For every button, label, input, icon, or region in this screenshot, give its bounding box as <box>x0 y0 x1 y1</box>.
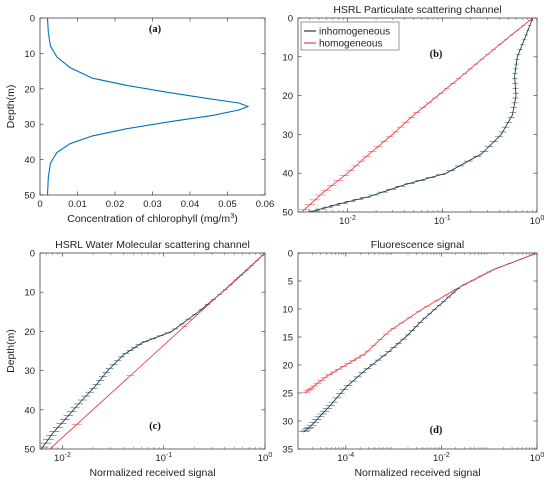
y-tick-label: 20 <box>282 91 293 102</box>
x-tick-label: 0 <box>37 199 42 210</box>
panel-c: 10-2 10-1 100 0 10 20 30 40 50 HSRL Water Molecul… <box>5 239 272 479</box>
y-tick-label: 15 <box>282 333 293 344</box>
y-tick-label: 0 <box>288 14 293 25</box>
y-tick-label: 10 <box>24 49 35 60</box>
y-tick-label: 25 <box>282 389 293 400</box>
y-tick-label: 40 <box>24 155 35 166</box>
panel-a: 0 0.01 0.02 0.03 0.04 0.05 0.06 0 10 20 30 40 50 (a) D… <box>5 14 274 226</box>
axes-frame <box>297 17 538 213</box>
panel-d: 10-4 10-2 100 0 5 10 15 20 25 30 35 Fluorescence si… <box>282 239 544 479</box>
y-tick-label: 0 <box>30 249 35 260</box>
x-tick-label: 100 <box>258 452 273 464</box>
legend-entry-homogeneous: homogeneous <box>319 39 382 50</box>
plot-area <box>46 18 249 195</box>
y-tick-label: 35 <box>282 445 293 456</box>
panel-title: HSRL Water Molecular scattering channel <box>55 239 250 251</box>
series-line-inhomogeneous <box>41 253 265 449</box>
y-tick-label: 20 <box>24 84 35 95</box>
x-tick-label: 0.03 <box>143 199 162 210</box>
panel-label: (c) <box>149 421 161 432</box>
panel-label: (a) <box>149 24 162 35</box>
panel-b: 10-2 10-1 100 0 10 20 30 40 50 HSRL Particulate s… <box>282 4 544 227</box>
y-tick-label: 30 <box>24 366 35 377</box>
axes-frame <box>297 252 538 450</box>
y-tick-label: 5 <box>288 277 293 288</box>
panel-title: HSRL Particulate scattering channel <box>333 4 501 16</box>
series-line-inhomogeneous <box>309 18 534 212</box>
x-tick-label: 10-4 <box>337 452 354 464</box>
y-tick-label: 50 <box>282 208 293 219</box>
y-tick-label: 20 <box>282 361 293 372</box>
x-tick-label: 0.01 <box>68 199 87 210</box>
panel-title: Fluorescence signal <box>371 239 464 251</box>
panel-label: (b) <box>430 49 443 60</box>
plot-area <box>299 253 537 433</box>
y-tick-label: 20 <box>24 327 35 338</box>
x-tick-label: 100 <box>530 215 545 227</box>
x-axis-label: Normalized received signal <box>89 467 215 479</box>
x-tick-label: 0.06 <box>256 199 275 210</box>
y-axis-label: Depth(m) <box>5 85 17 129</box>
series-line-inhomogeneous <box>303 253 537 433</box>
y-tick-label: 50 <box>24 445 35 456</box>
plot-area <box>40 253 265 449</box>
x-tick-label: 0.02 <box>106 199 125 210</box>
x-tick-label: 0.04 <box>181 199 200 210</box>
series-line-curve <box>46 18 249 195</box>
y-tick-label: 0 <box>288 249 293 260</box>
axes-frame <box>39 17 266 196</box>
x-tick-label: 10-1 <box>155 452 172 464</box>
series-line-homogeneous <box>49 253 265 449</box>
y-tick-label: 10 <box>282 52 293 63</box>
y-tick-label: 10 <box>24 288 35 299</box>
y-tick-label: 40 <box>282 169 293 180</box>
y-tick-label: 40 <box>24 405 35 416</box>
plot-area <box>299 18 534 212</box>
y-tick-label: 30 <box>24 120 35 131</box>
y-tick-label: 30 <box>282 130 293 141</box>
x-tick-label: 10-2 <box>54 452 71 464</box>
y-tick-label: 10 <box>282 305 293 316</box>
x-axis-label: Normalized received signal <box>354 467 480 479</box>
y-tick-label: 30 <box>282 417 293 428</box>
y-tick-label: 50 <box>24 191 35 202</box>
series-line-homogeneous <box>301 18 533 212</box>
x-tick-label: 100 <box>530 452 545 464</box>
x-tick-label: 10-2 <box>433 452 450 464</box>
axes-frame <box>39 252 266 450</box>
x-axis-label: Concentration of chlorophyll (mg/m3) <box>67 211 238 225</box>
y-axis-label: Depth(m) <box>5 329 17 373</box>
x-tick-label: 10-2 <box>339 215 356 227</box>
x-tick-label: 0.05 <box>218 199 237 210</box>
legend-entry-inhomogeneous: inhomogeneous <box>319 27 390 38</box>
panel-label: (d) <box>430 425 443 436</box>
series-line-homogeneous <box>304 253 537 394</box>
x-tick-label: 10-1 <box>434 215 451 227</box>
legend-box <box>300 21 400 51</box>
y-tick-label: 0 <box>30 14 35 25</box>
